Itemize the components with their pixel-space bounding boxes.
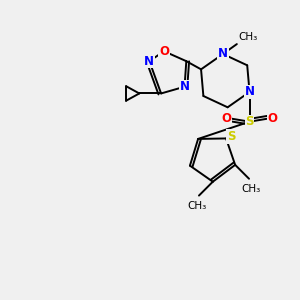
Text: CH₃: CH₃ (188, 200, 207, 211)
Text: O: O (222, 112, 232, 125)
Text: CH₃: CH₃ (239, 32, 258, 42)
Text: N: N (144, 55, 154, 68)
Text: N: N (218, 47, 228, 61)
Text: N: N (244, 85, 254, 98)
Text: N: N (179, 80, 190, 93)
Text: S: S (245, 115, 254, 128)
Text: O: O (159, 45, 169, 58)
Text: O: O (267, 112, 277, 125)
Text: S: S (227, 130, 235, 143)
Text: CH₃: CH₃ (242, 184, 261, 194)
